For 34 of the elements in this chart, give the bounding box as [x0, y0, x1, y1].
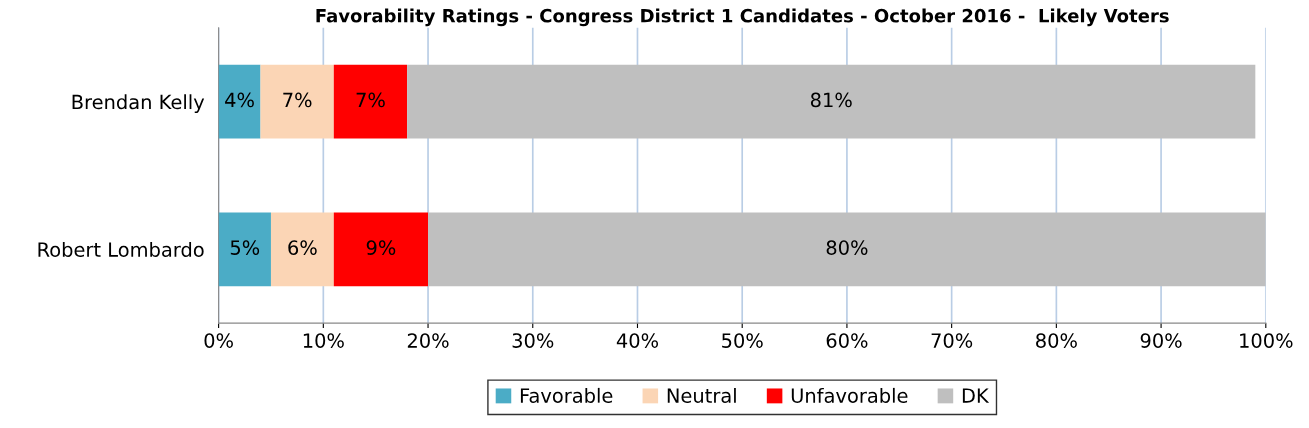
- data-label: 6%: [288, 240, 317, 255]
- x-tick-label: 100%: [1240, 333, 1293, 348]
- y-tick-label: Brendan Kelly: [72, 94, 205, 114]
- x-tick-label: 70%: [931, 333, 973, 348]
- legend-label: Favorable: [520, 387, 613, 403]
- bar: [218, 212, 271, 287]
- data-label: 7%: [356, 92, 385, 108]
- bar: [407, 64, 1256, 139]
- bar: [428, 212, 1266, 287]
- bar: [333, 212, 429, 287]
- y-tick-label: Robert Lombardo: [38, 241, 204, 257]
- data-label: 80%: [826, 240, 868, 255]
- legend-label: DK: [962, 388, 990, 403]
- x-tick-label: 50%: [722, 333, 763, 348]
- legend-label: Neutral: [667, 387, 736, 403]
- x-tick-label: 0%: [204, 333, 233, 348]
- x-tick-label: 10%: [303, 333, 344, 348]
- chart-title: Favorability Ratings - Congress District 1 Candidates - October 2016 - Likely Voters: [316, 8, 1169, 27]
- data-label: 5%: [230, 240, 260, 255]
- data-label: 7%: [283, 92, 312, 108]
- x-tick-label: 30%: [512, 333, 554, 348]
- x-tick-label: 40%: [616, 333, 659, 348]
- x-tick-label: 90%: [1140, 333, 1182, 348]
- bar: [333, 64, 408, 139]
- data-label: 4%: [225, 92, 254, 108]
- legend-label: Unfavorable: [791, 387, 908, 403]
- bar: [260, 64, 334, 139]
- data-label: 9%: [366, 240, 396, 255]
- bar: [218, 64, 261, 139]
- bar: [270, 212, 334, 287]
- x-tick-label: 60%: [826, 333, 868, 348]
- data-label: 81%: [810, 92, 852, 108]
- x-tick-label: 80%: [1036, 333, 1077, 348]
- x-tick-label: 20%: [407, 333, 449, 348]
